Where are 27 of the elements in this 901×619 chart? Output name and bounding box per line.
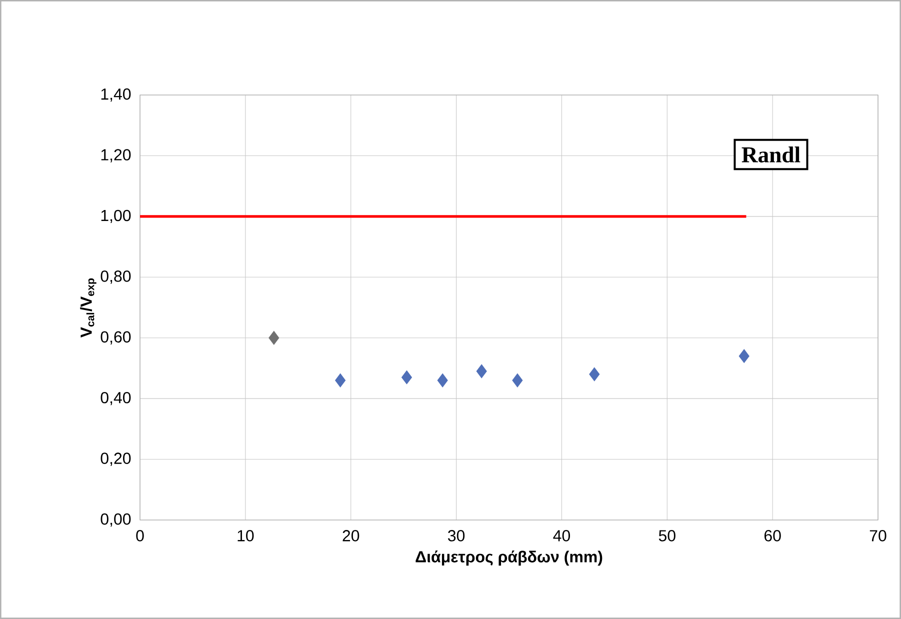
- y-axis-title: V$_{cal}$/V$_{exp}$: [80, 278, 96, 338]
- y-tick-label: 1,40: [101, 88, 131, 102]
- y-tick-label: 0,20: [100, 452, 131, 466]
- x-tick-label: 20: [342, 530, 360, 542]
- x-tick-label: 0: [136, 530, 144, 542]
- point: [476, 364, 487, 378]
- point: [335, 373, 346, 388]
- point: [437, 373, 448, 388]
- point: [738, 349, 750, 364]
- y-tick-label: 1,20: [101, 149, 131, 162]
- y-tick-label: 0,80: [100, 270, 131, 284]
- annotation: Randl: [742, 146, 800, 162]
- x-tick-label: 30: [448, 530, 465, 542]
- point: [589, 367, 600, 382]
- x-tick-label: 70: [870, 530, 886, 542]
- x-tick-label: 10: [238, 530, 254, 542]
- y-tick-label: 0,60: [100, 331, 131, 344]
- point: [512, 373, 523, 388]
- y-tick-label: 0,40: [100, 392, 131, 406]
- x-axis-title: Διάμετρος ράβδων (mm): [416, 550, 602, 566]
- x-tick-label: 50: [658, 530, 676, 542]
- point: [401, 370, 412, 384]
- y-tick-label: 1,00: [101, 210, 131, 224]
- y-tick-label: 0,00: [100, 513, 131, 527]
- x-tick-label: 60: [764, 530, 781, 542]
- x-tick-label: 40: [553, 530, 570, 542]
- point: [268, 330, 280, 345]
